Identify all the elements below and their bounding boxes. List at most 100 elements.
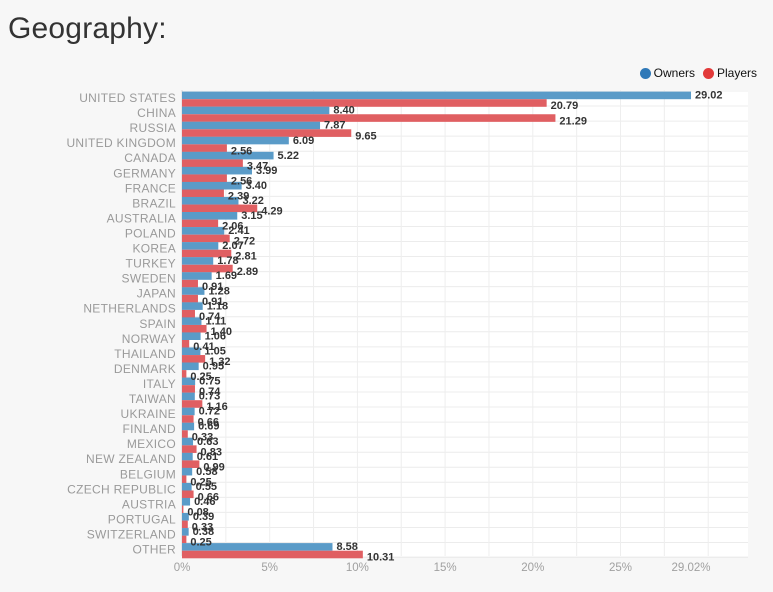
category-label: AUSTRIA (122, 497, 176, 511)
data-label-players: 9.65 (355, 130, 376, 142)
data-label-players: 2.56 (231, 145, 252, 157)
data-label-owners: 0.72 (199, 406, 220, 418)
category-label: GERMANY (113, 166, 176, 180)
data-label-players: 20.79 (551, 100, 579, 112)
bar-players (182, 189, 224, 198)
bar-owners (182, 136, 289, 145)
bar-owners (182, 332, 201, 340)
bar-owners (182, 452, 193, 461)
bar-players (182, 520, 188, 529)
category-label: OTHER (133, 543, 177, 557)
bar-owners (182, 467, 193, 476)
data-label-owners: 1.28 (208, 285, 229, 297)
bar-players (182, 279, 198, 288)
data-label-owners: 0.69 (198, 421, 219, 433)
x-tick-label: 10% (346, 562, 369, 574)
data-label-owners: 6.09 (293, 135, 314, 147)
bar-players (182, 550, 363, 559)
category-label: SWEDEN (122, 272, 176, 286)
bar-owners (182, 407, 195, 416)
data-label-players: 0.25 (190, 476, 211, 488)
data-label-owners: 0.46 (194, 496, 215, 508)
legend-item-players[interactable]: Players (702, 66, 757, 80)
bar-players (182, 234, 230, 243)
data-label-players: 0.33 (192, 522, 213, 534)
data-label-players: 10.31 (367, 552, 395, 564)
data-label-owners: 3.15 (241, 210, 262, 222)
bar-players (182, 385, 195, 393)
bar-players (182, 355, 206, 363)
bar-players (182, 294, 198, 303)
data-label-players: 2.89 (237, 266, 258, 278)
data-label-owners: 1.18 (207, 300, 228, 312)
bar-players (182, 144, 227, 152)
data-label-owners: 1.06 (205, 330, 226, 342)
data-label-owners: 1.11 (205, 315, 226, 327)
page-title: Geography: (8, 12, 167, 45)
bar-players (182, 204, 258, 213)
bar-owners (182, 91, 692, 100)
category-label: UKRAINE (121, 407, 176, 421)
bar-owners (182, 302, 203, 310)
bar-owners (182, 513, 189, 521)
data-label-owners: 0.61 (197, 451, 218, 463)
data-label-players: 0.08 (187, 507, 208, 519)
category-label: KOREA (132, 242, 176, 256)
bar-players (182, 460, 200, 468)
data-label-players: 2.56 (231, 175, 252, 187)
legend-label-owners: Owners (653, 66, 695, 80)
data-label-owners: 3.40 (246, 180, 267, 192)
bar-players (182, 340, 190, 348)
data-label-players: 2.39 (228, 191, 249, 203)
category-label: THAILAND (114, 347, 176, 361)
bar-players (182, 490, 194, 499)
plot-background (182, 90, 748, 556)
legend-swatch-owners (639, 67, 651, 79)
category-label: BRAZIL (132, 196, 176, 210)
category-label: POLAND (125, 226, 176, 240)
data-label-players: 1.16 (206, 401, 227, 413)
bar-owners (182, 227, 225, 235)
bar-players (182, 400, 203, 408)
data-label-owners: 2.41 (228, 225, 249, 237)
legend-item-owners[interactable]: Owners (639, 66, 695, 80)
bar-players (182, 249, 232, 258)
category-label: AUSTRALIA (107, 211, 176, 225)
data-label-owners: 0.39 (193, 511, 214, 523)
data-label-owners: 0.73 (199, 391, 220, 403)
bar-owners (182, 106, 330, 115)
category-label: CHINA (137, 106, 176, 120)
data-label-owners: 0.58 (196, 466, 217, 478)
data-label-players: 3.47 (247, 160, 268, 172)
category-label: UNITED KINGDOM (66, 136, 176, 150)
bar-players (182, 324, 207, 333)
data-label-players: 0.25 (190, 537, 211, 549)
category-label: SWITZERLAND (87, 527, 176, 541)
legend-swatch-players (702, 67, 714, 79)
legend-label-players: Players (716, 66, 757, 80)
bar-players (182, 445, 197, 453)
bar-owners (182, 242, 219, 250)
data-label-owners: 0.55 (196, 481, 217, 493)
category-label: BELGIUM (120, 467, 176, 481)
data-label-players: 2.06 (222, 221, 243, 233)
data-label-players: 0.91 (202, 296, 223, 308)
category-label: FINLAND (123, 422, 176, 436)
data-label-players: 1.40 (211, 326, 232, 338)
bar-owners (182, 497, 191, 506)
data-label-owners: 0.63 (197, 436, 218, 448)
bar-owners (182, 392, 195, 401)
data-label-owners: 3.99 (256, 165, 277, 177)
data-label-players: 0.66 (198, 416, 219, 428)
category-label: RUSSIA (130, 121, 176, 135)
category-label: DENMARK (114, 362, 176, 376)
category-label: JAPAN (137, 287, 176, 301)
category-label: NETHERLANDS (83, 302, 176, 316)
category-label: TAIWAN (129, 392, 176, 406)
data-label-owners: 0.95 (203, 361, 224, 373)
bar-owners (182, 528, 189, 536)
bar-players (182, 309, 195, 318)
category-label: NEW ZEALAND (86, 452, 176, 466)
